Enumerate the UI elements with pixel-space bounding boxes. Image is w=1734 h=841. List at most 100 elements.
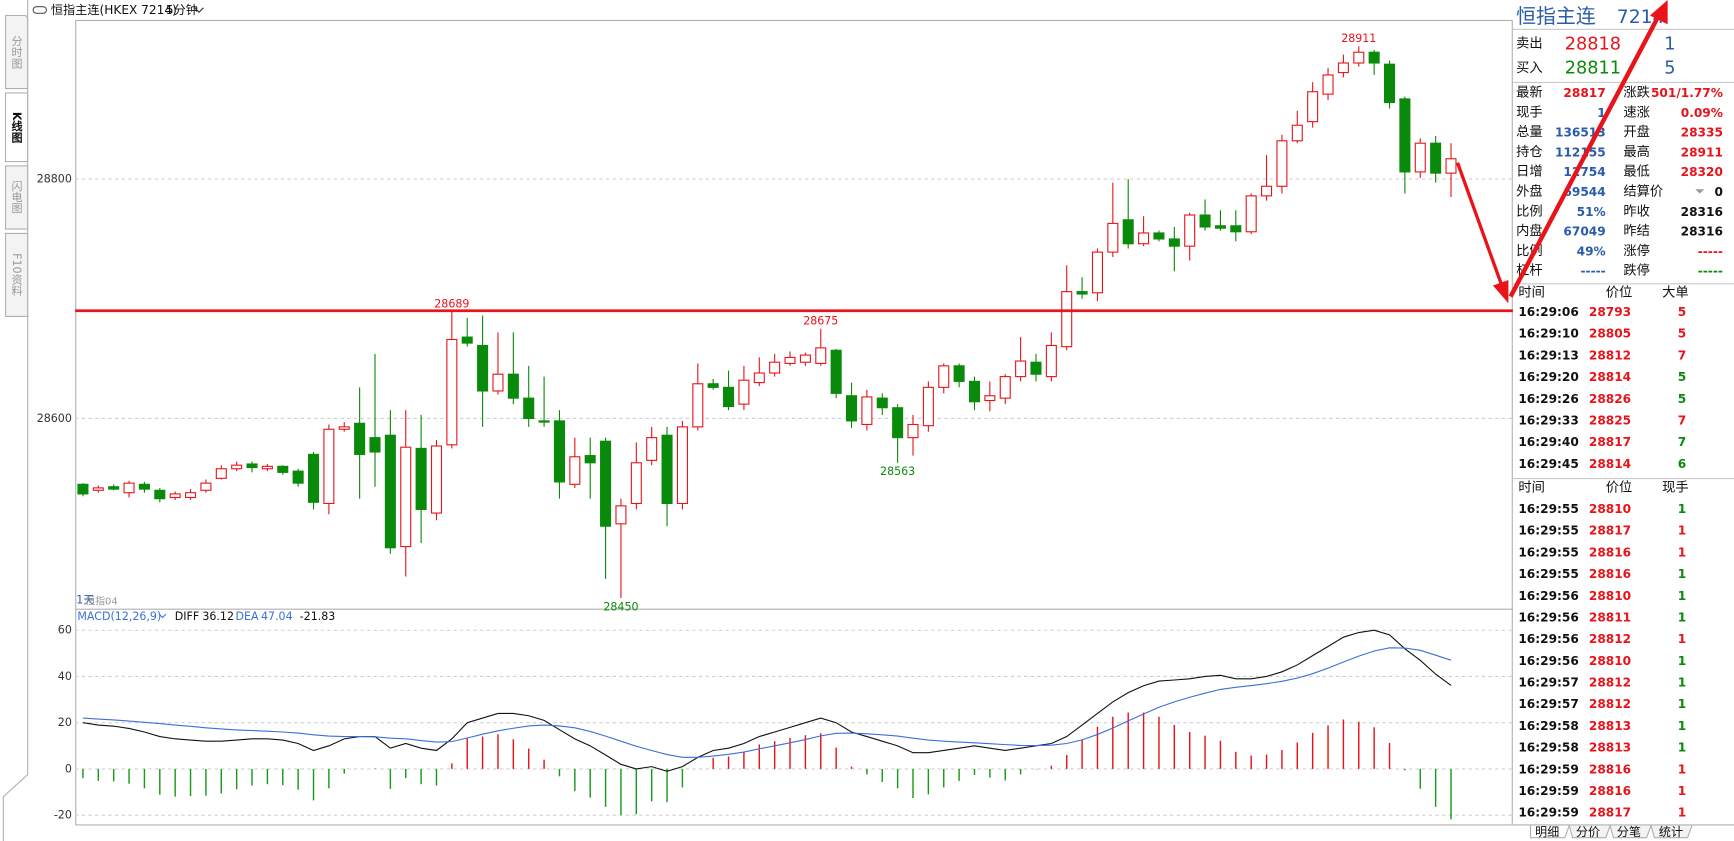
candle-body (1322, 74, 1334, 95)
row-time: 16:29:56 (1518, 654, 1578, 668)
quote-value: 28316 (1681, 225, 1723, 239)
candle-body (1353, 51, 1365, 64)
row-qty: 1 (1678, 632, 1686, 646)
extreme-label: 28450 (603, 600, 638, 613)
tab-shape (4, 232, 29, 318)
candle-body (584, 455, 596, 464)
row-price: 28810 (1589, 654, 1631, 668)
extreme-label: 28689 (434, 298, 469, 311)
candle-body (338, 426, 350, 430)
quote-label: 结算价 (1623, 183, 1663, 199)
drawn-arrows (1455, 0, 1668, 304)
row-qty: 5 (1678, 327, 1686, 341)
row-time: 16:29:58 (1518, 741, 1578, 755)
candle-body (77, 483, 89, 495)
candle-body (815, 347, 827, 364)
arrow-line (1455, 162, 1504, 287)
left-strip-border (2, 0, 29, 841)
candle-body (1399, 98, 1411, 173)
side-tab[interactable]: 分时图 (10, 35, 23, 69)
indicator-title[interactable]: MACD(12,26,9) (77, 610, 161, 623)
candle-body (1061, 291, 1073, 348)
bottom-tab[interactable]: 明细 (1535, 825, 1559, 839)
candle-body (1045, 344, 1057, 378)
quote-label: 涨停 (1623, 242, 1650, 259)
candle-body (646, 437, 658, 461)
quote-value: 28817 (1563, 86, 1605, 100)
candle-body (799, 354, 811, 363)
side-tab[interactable]: F10资料 (10, 253, 23, 296)
candle-body (215, 468, 227, 479)
row-qty: 1 (1678, 654, 1686, 668)
candle-body (692, 383, 704, 428)
indicator-line (82, 629, 1452, 772)
row-time: 16:29:10 (1518, 327, 1578, 341)
row-price: 28811 (1589, 610, 1631, 624)
row-qty: 1 (1678, 589, 1686, 603)
candle-body (1184, 214, 1196, 247)
dropdown-chevron[interactable] (158, 613, 167, 619)
candle-body (1276, 140, 1288, 187)
candle-body (1261, 185, 1273, 197)
quote-label: 速涨 (1623, 104, 1650, 120)
candle-body (1337, 62, 1349, 74)
quote-label: 内盘 (1516, 222, 1543, 239)
candle-body (1107, 222, 1119, 253)
candle-body (907, 423, 919, 439)
extreme-label: 28675 (803, 314, 838, 327)
candle-body (1091, 251, 1103, 294)
row-time: 16:29:57 (1518, 676, 1578, 690)
period-label: 1天 (76, 593, 94, 606)
row-time: 16:29:59 (1518, 806, 1578, 820)
row-qty: 5 (1678, 392, 1686, 406)
candle-body (938, 365, 950, 388)
row-qty: 1 (1678, 719, 1686, 733)
candle-body (461, 336, 473, 344)
candle-body (1168, 238, 1180, 247)
candle-body (231, 464, 243, 470)
row-time: 16:29:45 (1518, 457, 1578, 471)
candle-body (507, 373, 519, 399)
row-qty: 7 (1678, 348, 1686, 362)
quote-label: 开盘 (1623, 123, 1650, 140)
ask-qty: 1 (1664, 34, 1675, 54)
bid-label: 买入 (1516, 60, 1543, 76)
dropdown-triangle[interactable] (1695, 189, 1705, 194)
ask-price: 28818 (1565, 34, 1621, 54)
candle-body (1383, 63, 1396, 104)
candle-body (1214, 225, 1226, 229)
candle-body (968, 380, 981, 403)
bottom-tab[interactable]: 分笔 (1617, 824, 1641, 839)
row-time: 16:29:26 (1518, 392, 1578, 406)
row-price: 28812 (1589, 632, 1631, 646)
quote-value: 28316 (1681, 205, 1723, 219)
chart-border (75, 19, 1513, 826)
candle-body (108, 486, 120, 490)
dropdown-chevron[interactable] (194, 7, 204, 13)
row-price: 28817 (1589, 524, 1631, 538)
side-tab[interactable]: 闪电图 (10, 179, 23, 214)
candle-body (538, 420, 550, 423)
quote-value: ----- (1698, 244, 1723, 258)
side-tab[interactable]: K线图 (10, 112, 23, 143)
candle-body (123, 482, 135, 494)
row-time: 16:29:55 (1518, 567, 1578, 581)
bottom-tab[interactable]: 分价 (1576, 825, 1600, 839)
quote-value: 67049 (1563, 225, 1605, 239)
quote-value: 501/1.77% (1651, 86, 1723, 100)
extreme-label: 28563 (880, 465, 915, 478)
candle-body (446, 338, 458, 446)
row-time: 16:29:57 (1518, 697, 1578, 711)
y-tick-label: 40 (58, 670, 72, 683)
quote-label: 昨结 (1623, 223, 1650, 239)
bottom-tab[interactable]: 统计 (1659, 825, 1683, 839)
tab-shape (1650, 825, 1693, 839)
row-price: 28812 (1589, 348, 1631, 362)
row-qty: 1 (1678, 502, 1686, 516)
candle-body (1122, 219, 1134, 245)
candle-body (600, 440, 612, 527)
row-time: 16:29:59 (1518, 762, 1578, 776)
period-selector[interactable]: 5分钟 (166, 2, 198, 17)
